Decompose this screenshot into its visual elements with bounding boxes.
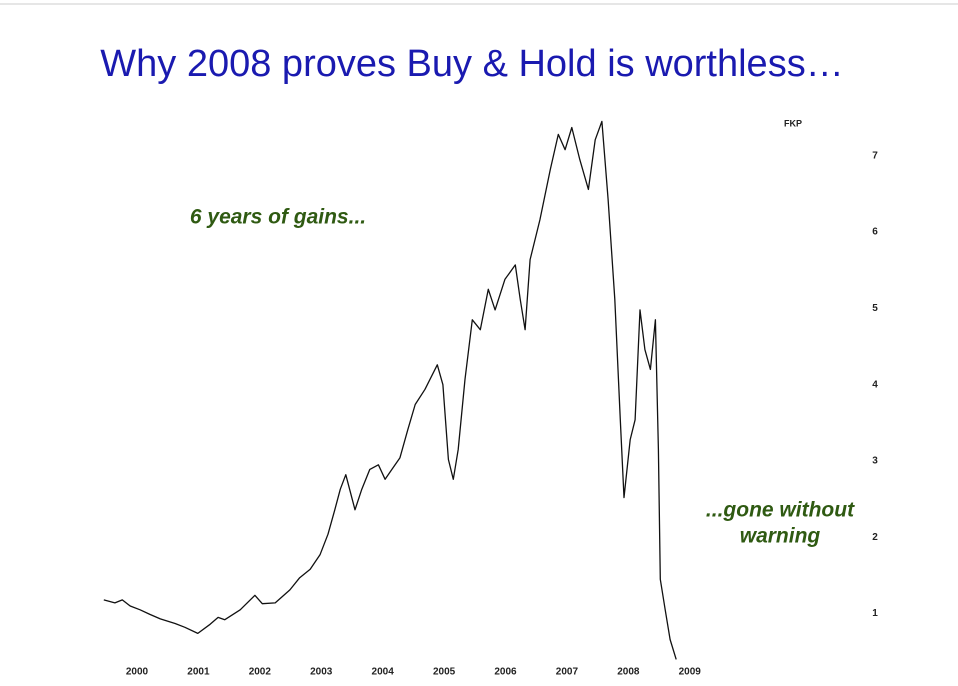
x-tick-label: 2007	[556, 667, 579, 678]
y-tick-label: 3	[872, 456, 878, 467]
x-tick-label: 2000	[126, 667, 149, 678]
y-tick-label: 1	[872, 608, 878, 619]
price-line	[103, 120, 677, 660]
x-tick-label: 2002	[249, 667, 272, 678]
x-tick-label: 2005	[433, 667, 456, 678]
annotation: warning	[740, 525, 821, 548]
y-tick-label: 5	[872, 303, 878, 314]
y-axis-label: FKP	[784, 118, 802, 128]
x-tick-label: 2003	[310, 667, 333, 678]
slide-title: Why 2008 proves Buy & Hold is worthless…	[100, 43, 843, 85]
y-tick-label: 4	[872, 379, 878, 390]
annotation: ...gone without	[706, 499, 855, 522]
x-tick-label: 2006	[494, 667, 517, 678]
x-tick-label: 2008	[617, 667, 640, 678]
y-tick-label: 2	[872, 532, 878, 543]
x-tick-label: 2001	[187, 667, 210, 678]
x-tick-label: 2009	[679, 667, 702, 678]
x-tick-label: 2004	[372, 667, 395, 678]
y-tick-label: 7	[872, 150, 878, 161]
annotation: 6 years of gains...	[190, 206, 366, 229]
y-tick-label: 6	[872, 227, 878, 238]
